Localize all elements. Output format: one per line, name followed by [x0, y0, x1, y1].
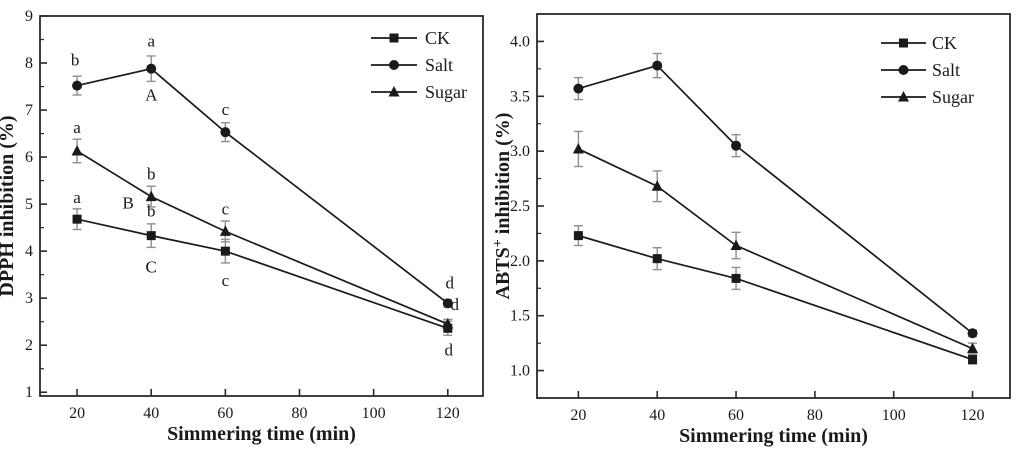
data-point-sugar-60min — [219, 225, 231, 236]
y-tick-label: 4.0 — [510, 33, 530, 50]
data-point-salt-40min — [652, 60, 663, 71]
data-point-salt-60min — [731, 140, 742, 151]
series-line-salt — [76, 67, 449, 305]
data-point-sugar-20min — [572, 142, 584, 154]
legend-marker-triangle — [388, 86, 400, 97]
legend-label: CK — [932, 33, 957, 53]
legend-marker-circle — [898, 65, 909, 75]
legend-marker-square — [389, 33, 399, 43]
y-tick-label: 7 — [25, 102, 33, 119]
significance-letter-salt-20: b — [71, 51, 80, 70]
legend-item-salt: Salt — [371, 55, 453, 75]
legend-marker-square — [899, 38, 908, 48]
x-tick-label: 80 — [291, 405, 307, 422]
significance-letter-ck-120: d — [445, 340, 454, 359]
x-tick-label: 40 — [143, 405, 159, 422]
x-tick-label: 40 — [649, 407, 665, 424]
significance-letter-sugar-40: b — [147, 165, 156, 184]
data-point-salt-120min — [967, 328, 978, 339]
significance-letter-salt-40: a — [147, 32, 155, 51]
legend-item-sugar: Sugar — [881, 87, 974, 107]
significance-letter-ck-60: c — [222, 271, 230, 290]
dpph-chart: 20 40 60 80 100 120 1 2 3 4 5 6 7 8 9 Simmering time (m… — [0, 8, 484, 445]
legend-marker-circle — [389, 60, 399, 70]
legend-item-salt: Salt — [881, 60, 960, 80]
data-point-ck-60min — [220, 246, 230, 256]
y-tick-label: 1.0 — [510, 363, 530, 380]
y-tick-label: 4 — [25, 243, 33, 260]
abts-chart: 20 40 60 80 100 120 1.0 1.5 2.0 2.5 3.0 3.5 4.0 Simme… — [491, 13, 1011, 447]
data-point-sugar-40min — [145, 190, 157, 202]
significance-letter-salt-60: c — [222, 100, 230, 119]
y-tick-label: 1.5 — [510, 308, 530, 325]
significance-letter-sugar-40: B — [123, 194, 134, 213]
dpph-plot-border — [39, 15, 484, 397]
data-point-sugar-120min — [967, 342, 979, 354]
series-line-ck — [76, 218, 449, 330]
x-tick-label: 60 — [217, 405, 233, 422]
y-tick-label: 5 — [25, 196, 33, 213]
data-point-ck-20min — [72, 214, 82, 224]
data-point-sugar-120min — [442, 318, 454, 329]
legend-label: Sugar — [932, 87, 974, 107]
legend-item-sugar: Sugar — [371, 82, 467, 102]
data-point-sugar-40min — [651, 180, 663, 191]
data-point-sugar-20min — [71, 144, 83, 156]
y-axis-title: ABTS+ inhibition (%) — [491, 113, 515, 300]
y-tick-label: 9 — [25, 8, 33, 25]
y-tick-label: 6 — [25, 149, 33, 166]
legend-label: Salt — [425, 55, 453, 75]
y-tick-label: 2 — [25, 337, 33, 354]
legend-label: Salt — [932, 60, 960, 80]
x-axis-title: Simmering time (min) — [679, 425, 868, 447]
series-line-sugar — [76, 150, 449, 325]
data-point-ck-60min — [731, 273, 741, 283]
y-axis-title: DPPH inhibition (%) — [0, 115, 18, 296]
x-tick-label: 60 — [728, 407, 744, 424]
significance-letter-sugar-20: a — [73, 118, 81, 137]
significance-letter-sugar-60: c — [222, 199, 230, 218]
y-tick-label: 1 — [25, 384, 33, 401]
x-tick-label: 20 — [570, 407, 586, 424]
y-tick-label: 3.0 — [510, 143, 530, 160]
data-point-ck-40min — [146, 231, 156, 241]
y-tick-label: 2.5 — [510, 198, 530, 215]
data-point-sugar-60min — [730, 239, 742, 250]
y-tick-label: 3 — [25, 290, 33, 307]
legend-label: Sugar — [425, 82, 467, 102]
data-point-salt-60min — [220, 127, 231, 138]
significance-letter-ck-20: a — [73, 188, 81, 207]
legend-item-ck: CK — [371, 28, 450, 48]
significance-letter-salt-120: d — [446, 273, 455, 292]
data-point-ck-40min — [652, 254, 662, 264]
significance-letter-ck-40: C — [146, 258, 157, 277]
data-point-salt-40min — [146, 63, 157, 74]
significance-letter-salt-40: A — [145, 86, 158, 105]
x-tick-label: 20 — [69, 405, 85, 422]
data-point-salt-120min — [442, 298, 453, 309]
legend-item-ck: CK — [881, 33, 957, 53]
data-point-salt-20min — [573, 83, 584, 94]
x-tick-label: 100 — [882, 407, 906, 424]
x-axis-title: Simmering time (min) — [167, 423, 356, 445]
significance-letter-sugar-120: d — [451, 295, 460, 314]
y-tick-label: 2.0 — [510, 253, 530, 270]
data-point-ck-20min — [573, 231, 583, 241]
data-point-ck-120min — [968, 355, 978, 365]
series-line-sugar — [578, 148, 973, 350]
series-line-salt — [578, 64, 974, 334]
x-tick-label: 120 — [961, 407, 985, 424]
x-tick-label: 120 — [436, 405, 460, 422]
y-tick-label: 8 — [25, 55, 33, 72]
legend-label: CK — [425, 28, 450, 48]
y-tick-label: 3.5 — [510, 88, 530, 105]
x-tick-label: 80 — [807, 407, 823, 424]
x-tick-label: 100 — [362, 405, 386, 422]
series-line-ck — [578, 234, 973, 361]
data-point-salt-20min — [72, 80, 83, 91]
legend-marker-triangle — [898, 91, 909, 102]
significance-letter-ck-40: b — [147, 202, 156, 221]
